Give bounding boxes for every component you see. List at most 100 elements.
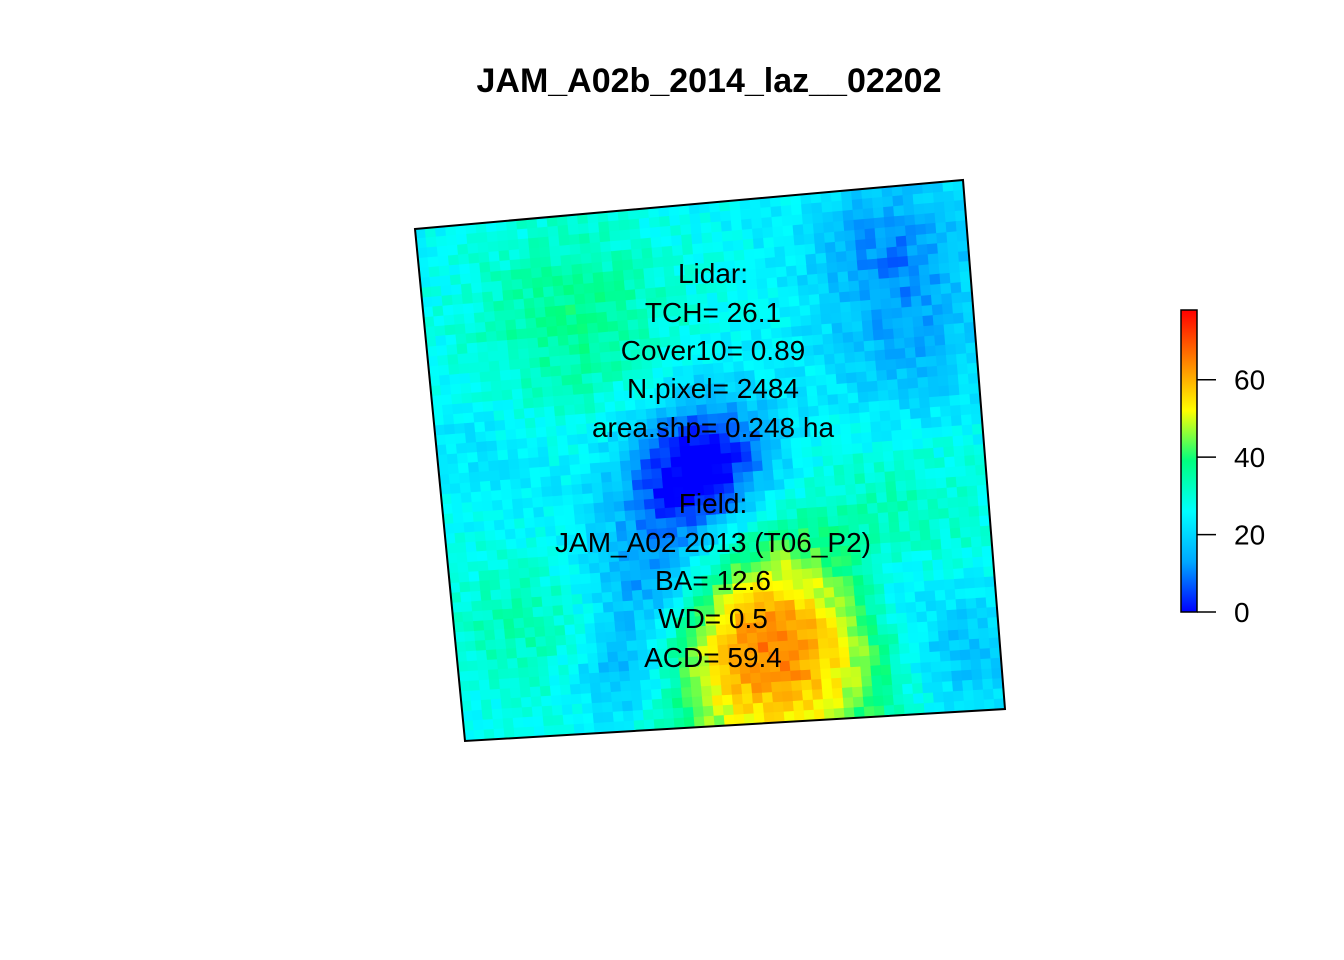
raster-cell	[457, 253, 470, 266]
raster-cell	[798, 649, 811, 661]
raster-cell	[761, 682, 773, 694]
raster-cell	[875, 481, 888, 494]
raster-cell	[515, 637, 527, 649]
lidar-npixel: N.pixel= 2484	[627, 373, 799, 404]
raster-cell	[492, 400, 505, 412]
raster-cell	[839, 301, 852, 314]
raster-cell	[956, 230, 969, 243]
raster-cell	[565, 314, 578, 326]
raster-cell	[774, 246, 786, 259]
raster-cell	[483, 410, 496, 423]
raster-cell	[472, 610, 485, 622]
raster-cell	[722, 472, 735, 485]
raster-cell	[790, 670, 802, 682]
raster-cell	[787, 639, 800, 652]
raster-cell	[892, 562, 904, 574]
raster-cell	[575, 423, 588, 436]
raster-cell	[446, 244, 459, 257]
raster-cell	[811, 202, 824, 215]
raster-cell	[568, 233, 581, 246]
raster-cell	[844, 595, 857, 608]
raster-cell	[602, 271, 615, 283]
raster-cell	[575, 413, 587, 426]
raster-cell	[876, 492, 888, 504]
raster-cell	[771, 448, 783, 461]
raster-cell	[585, 632, 598, 645]
raster-cell	[492, 509, 505, 522]
raster-cell	[799, 304, 812, 317]
raster-cell	[622, 259, 634, 272]
raster-cell	[597, 652, 610, 664]
raster-cell	[850, 666, 863, 679]
raster-cell	[671, 244, 684, 257]
raster-cell	[926, 243, 939, 256]
raster-cell	[819, 658, 832, 670]
raster-cell	[887, 511, 900, 524]
raster-cell	[574, 623, 587, 636]
raster-cell	[556, 644, 569, 657]
raster-cell	[776, 276, 789, 289]
raster-cell	[500, 698, 513, 710]
raster-cell	[826, 627, 839, 639]
raster-cell	[487, 350, 500, 363]
raster-cell	[872, 573, 885, 586]
raster-cell	[896, 245, 909, 258]
raster-cell	[532, 287, 545, 299]
raster-cell	[780, 316, 792, 329]
raster-cell	[495, 320, 507, 332]
raster-cell	[553, 295, 566, 307]
raster-cell	[892, 195, 905, 208]
raster-cell	[447, 463, 460, 475]
raster-cell	[447, 254, 460, 267]
raster-cell	[625, 630, 638, 642]
lidar-heading: Lidar:	[678, 258, 748, 289]
raster-cell	[977, 617, 989, 630]
raster-cell	[938, 262, 951, 275]
raster-cell	[619, 570, 632, 583]
plot-boundary	[413, 178, 1007, 743]
raster-cell	[879, 654, 892, 667]
raster-cell	[871, 431, 883, 444]
raster-cell	[553, 395, 565, 408]
raster-cell	[812, 334, 824, 347]
raster-cell	[472, 511, 485, 523]
raster-cell	[502, 717, 515, 730]
raster-cell	[481, 709, 494, 721]
raster-cell	[445, 234, 458, 247]
raster-cell	[808, 293, 821, 306]
raster-cell	[488, 360, 501, 373]
raster-cell	[501, 279, 514, 292]
raster-cell	[541, 376, 553, 388]
raster-cell	[449, 483, 462, 495]
raster-cell	[610, 581, 623, 593]
raster-cell	[680, 224, 693, 236]
raster-cell	[595, 301, 608, 314]
raster-cell	[701, 232, 714, 245]
raster-cell	[593, 612, 606, 624]
raster-cell	[516, 547, 529, 560]
raster-cell	[864, 594, 877, 607]
raster-cell	[883, 583, 896, 595]
raster-cell	[648, 216, 661, 229]
raster-cell	[882, 684, 894, 697]
raster-cell	[922, 437, 935, 450]
raster-cell	[773, 711, 786, 724]
raster-cell	[763, 237, 775, 249]
raster-cell	[781, 569, 794, 582]
raster-cell	[857, 635, 870, 648]
raster-cell	[859, 289, 872, 302]
raster-cell	[856, 625, 869, 638]
raster-cell	[946, 486, 959, 499]
raster-cell	[822, 333, 835, 346]
raster-cell	[555, 634, 568, 647]
raster-cell	[691, 233, 704, 245]
raster-cell	[428, 266, 441, 278]
raster-cell	[832, 332, 845, 345]
raster-cell	[645, 629, 658, 641]
raster-cell	[918, 264, 931, 277]
raster-cell	[942, 681, 954, 693]
raster-cell	[850, 310, 863, 323]
raster-cell	[862, 574, 875, 586]
raster-cell	[639, 559, 651, 571]
raster-cell	[521, 706, 534, 719]
